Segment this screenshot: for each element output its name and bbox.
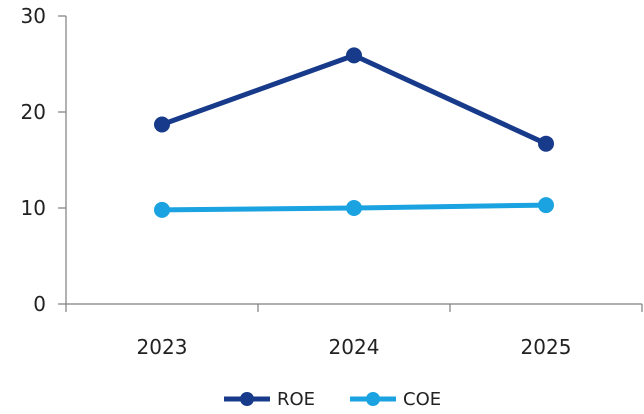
data-point-roe (154, 116, 170, 133)
legend-swatch-marker (366, 392, 380, 406)
x-tick-label: 2024 (329, 335, 380, 359)
legend: ROE COE (224, 389, 441, 410)
data-point-coe (154, 201, 170, 218)
x-tick-label: 2025 (521, 335, 572, 359)
y-tick-label: 0 (33, 292, 46, 316)
legend-item-coe: COE (350, 389, 441, 410)
y-tick-label: 30 (21, 4, 46, 28)
data-point-roe (346, 47, 362, 64)
x-axis: 2023 2024 2025 (65, 303, 643, 359)
legend-swatch-marker (240, 392, 254, 406)
legend-item-roe: ROE (224, 389, 315, 410)
y-tick-label: 10 (21, 196, 46, 220)
x-tick-label: 2023 (137, 335, 188, 359)
data-point-coe (346, 200, 362, 216)
y-axis: 30 20 10 0 (21, 4, 67, 316)
data-point-coe (538, 197, 554, 214)
data-point-roe (538, 135, 554, 152)
series-layer (154, 47, 554, 218)
y-tick-label: 20 (21, 100, 46, 124)
legend-label-coe: COE (403, 389, 441, 410)
legend-label-roe: ROE (277, 389, 315, 410)
series-line-roe (161, 52, 548, 146)
